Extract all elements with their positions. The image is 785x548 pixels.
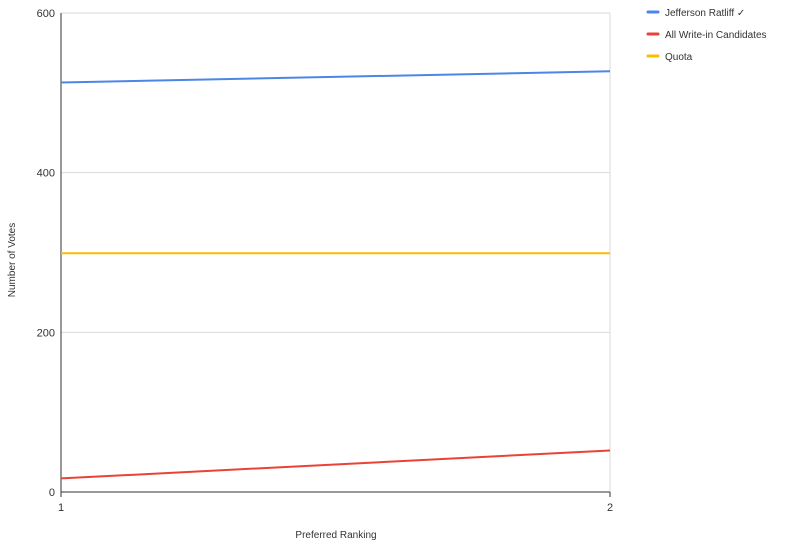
series-lines [60, 70, 611, 480]
legend-label: All Write-in Candidates [665, 30, 767, 41]
y-tick-label: 400 [37, 168, 55, 180]
x-tick-label: 1 [58, 502, 64, 514]
x-axis-title: Preferred Ranking [295, 530, 376, 541]
legend: Jefferson Ratliff ✓ All Write-in Candidat… [646, 8, 767, 63]
legend-label: Quota [665, 52, 693, 63]
axes: 0 200 400 600 1 2 [37, 8, 613, 514]
y-tick-label: 200 [37, 327, 55, 339]
x-tick-label: 2 [607, 502, 613, 514]
y-tick-label: 600 [37, 8, 55, 20]
y-axis-title: Number of Votes [7, 223, 18, 297]
series-line-1 [60, 70, 611, 84]
series-line-2 [60, 449, 611, 480]
gridlines [61, 12, 611, 492]
legend-label: Jefferson Ratliff ✓ [665, 8, 745, 19]
y-tick-label: 0 [49, 487, 55, 499]
